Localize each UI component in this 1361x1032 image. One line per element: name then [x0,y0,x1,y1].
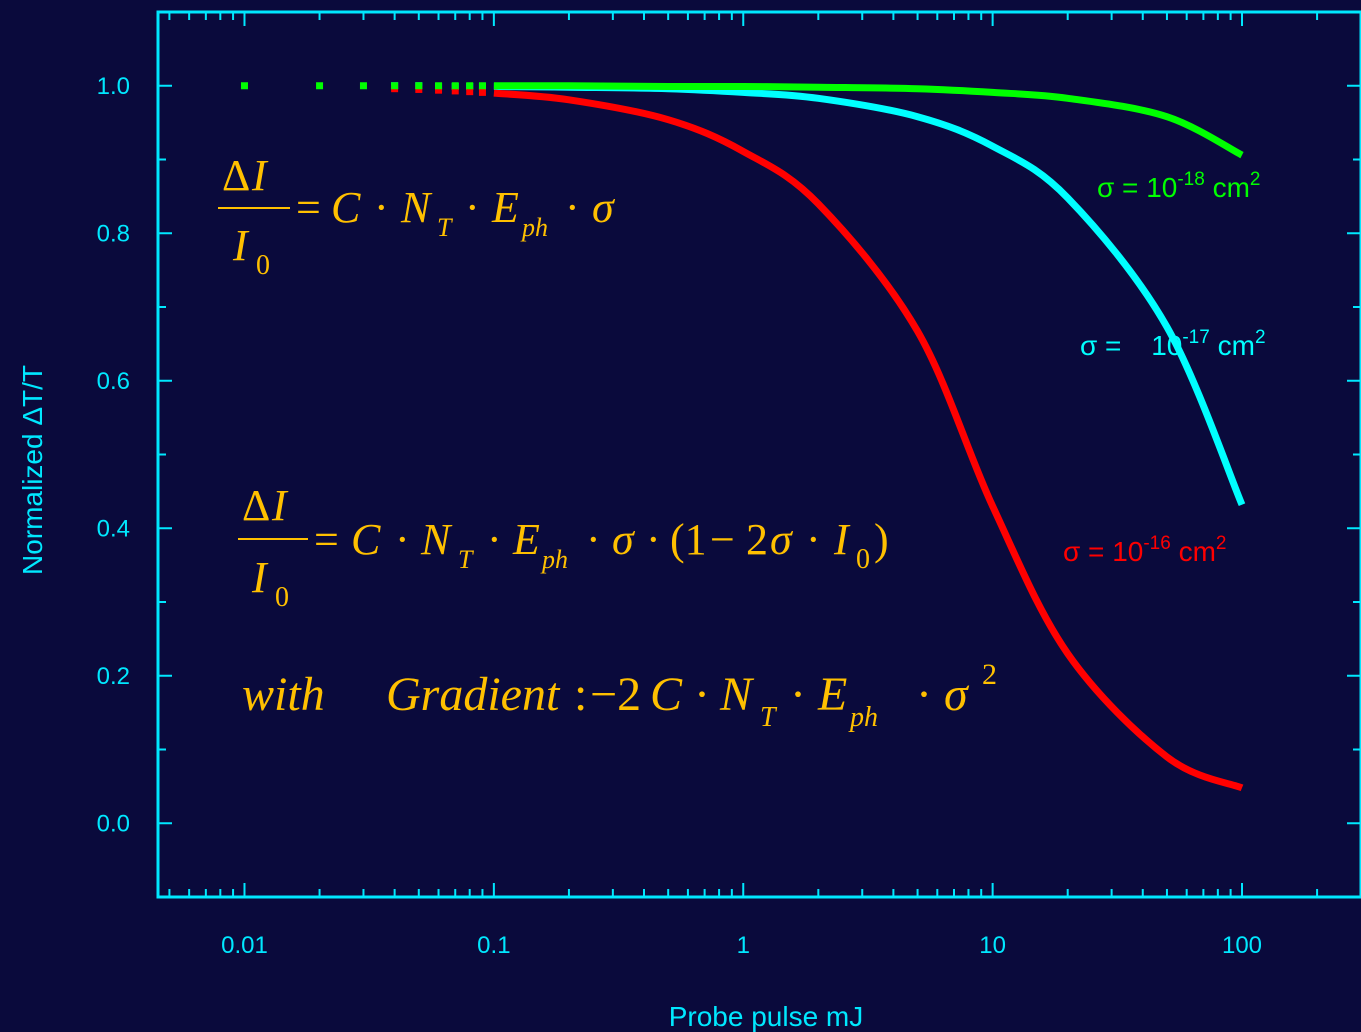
series-point [478,88,486,96]
svg-text:0: 0 [275,582,289,613]
svg-text:I: I [271,481,289,530]
svg-text:σ: σ [770,515,794,564]
equation-1: Δ I I 0 = C · N T · E ph · σ [218,151,616,281]
series-point [391,82,399,90]
svg-text:·: · [646,515,661,564]
x-tick-label: 0.01 [221,932,268,959]
svg-text:Δ: Δ [222,151,250,200]
svg-text:σ: σ [592,183,616,232]
equation-2: Δ I I 0 = C · N T · E ph · σ · (1 − 2 σ … [238,481,889,613]
svg-text:C: C [351,515,381,564]
svg-text:·: · [790,668,806,721]
svg-text:C: C [331,183,361,232]
svg-text::: : [574,668,587,721]
x-axis-title: Probe pulse mJ [669,1001,864,1032]
y-axis-title: Normalized ΔT/T [17,365,48,575]
y-tick-label: 0.6 [97,368,130,395]
svg-text:I: I [833,515,851,564]
series-labels: σ = 10-18 cm2 σ = 10-17 cm2 σ = 10-16 cm2 [1063,169,1266,567]
series-point [415,85,423,93]
series-label-0: σ = 10-18 cm2 [1097,169,1261,203]
svg-text:σ: σ [944,668,970,721]
svg-text:I: I [232,221,250,270]
series-point [435,86,443,94]
svg-text:0: 0 [856,544,870,575]
svg-text:·: · [565,183,580,232]
x-tick-label: 10 [979,932,1006,959]
series-point [435,82,443,90]
y-tick-label: 0.4 [97,515,130,542]
svg-text:·: · [694,668,710,721]
series-point [359,82,367,90]
series-line [493,82,1244,159]
svg-text:=: = [314,515,339,564]
svg-text:N: N [400,183,433,232]
svg-text:N: N [420,515,453,564]
series-point [466,88,474,96]
svg-text:·: · [487,515,502,564]
series-1 [391,82,1246,507]
series-point [466,82,474,90]
svg-text:2: 2 [982,658,997,691]
svg-text:=: = [296,183,321,232]
svg-text:): ) [874,515,889,564]
y-tick-label: 0.8 [97,220,130,247]
svg-text:·: · [374,183,389,232]
series-label-2: σ = 10-16 cm2 [1063,533,1227,567]
svg-text:I: I [251,151,269,200]
series-line [493,83,1246,507]
series-label-1: σ = 10-17 cm2 [1080,327,1266,361]
svg-text:ph: ph [520,213,548,242]
series-point [240,82,248,90]
y-tick-label: 0.0 [97,810,130,837]
svg-text:T: T [437,213,453,242]
series-0 [240,82,1244,159]
y-axis: 0.0 0.2 0.4 0.6 0.8 1.0 [97,11,1361,898]
series-point [451,87,459,95]
y-tick-label: 1.0 [97,73,130,100]
svg-text:·: · [586,515,601,564]
svg-text:N: N [719,668,755,721]
svg-text:Δ: Δ [242,481,270,530]
svg-text:Gradient: Gradient [386,668,561,721]
svg-text:ph: ph [848,702,878,733]
svg-text:E: E [817,668,847,721]
series-point [451,82,459,90]
series-point [316,82,324,90]
svg-text:T: T [458,545,474,574]
x-axis: 0.01 0.1 1 10 100 [168,12,1361,959]
svg-text:−: − [710,515,735,564]
svg-text:0: 0 [256,250,270,281]
x-tick-label: 100 [1222,932,1262,959]
svg-text:·: · [465,183,480,232]
svg-text:σ: σ [612,515,636,564]
svg-text:·: · [395,515,410,564]
svg-text:−2: −2 [590,668,641,721]
x-tick-label: 0.1 [477,932,510,959]
svg-text:(1: (1 [670,515,707,564]
svg-text:C: C [650,668,683,721]
series-line [493,89,1244,792]
svg-text:2: 2 [746,515,768,564]
svg-text:T: T [760,702,778,733]
svg-text:with: with [242,668,325,721]
svg-text:·: · [916,668,932,721]
svg-text:E: E [512,515,540,564]
svg-text:·: · [806,515,821,564]
y-tick-label: 0.2 [97,663,130,690]
series-point [478,82,486,90]
svg-text:I: I [251,553,269,602]
svg-text:E: E [491,183,519,232]
equation-3: with Gradient : −2 C · N T · E ph · σ 2 [242,658,997,733]
series-point [415,82,423,90]
svg-text:ph: ph [540,545,568,574]
series-layer [240,82,1246,792]
x-tick-label: 1 [737,932,750,959]
